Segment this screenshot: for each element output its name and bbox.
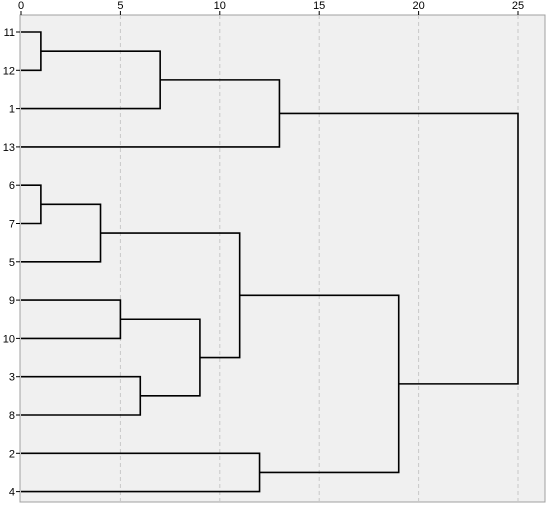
leaf-label-13: 13 [3,142,15,154]
dendrogram-links [21,31,519,493]
leaf-label-1: 1 [9,104,15,116]
x-axis: 0 5 10 15 20 25 [18,0,524,15]
x-tick-label-10: 10 [214,0,226,12]
leaf-label-12: 12 [3,65,15,77]
leaf-label-9: 9 [9,295,15,307]
leaf-label-11: 11 [4,27,15,39]
x-tick-label-0: 0 [18,0,24,12]
leaf-label-2: 2 [9,448,15,460]
x-tick-label-15: 15 [313,0,325,12]
leaf-label-8: 8 [9,410,15,422]
leaf-label-3: 3 [9,372,15,384]
leaf-labels: 11 12 1 13 6 7 5 9 10 3 8 2 4 [3,27,20,499]
x-tick-label-5: 5 [117,0,123,12]
x-tick-label-25: 25 [512,0,524,12]
leaf-label-10: 10 [3,333,15,345]
leaf-label-7: 7 [9,219,15,231]
x-tick-label-20: 20 [412,0,424,12]
leaf-label-5: 5 [9,257,15,269]
merge-link-L [279,112,519,385]
leaf-label-4: 4 [9,487,15,499]
leaf-label-6: 6 [9,180,15,192]
plot-area [19,14,546,503]
